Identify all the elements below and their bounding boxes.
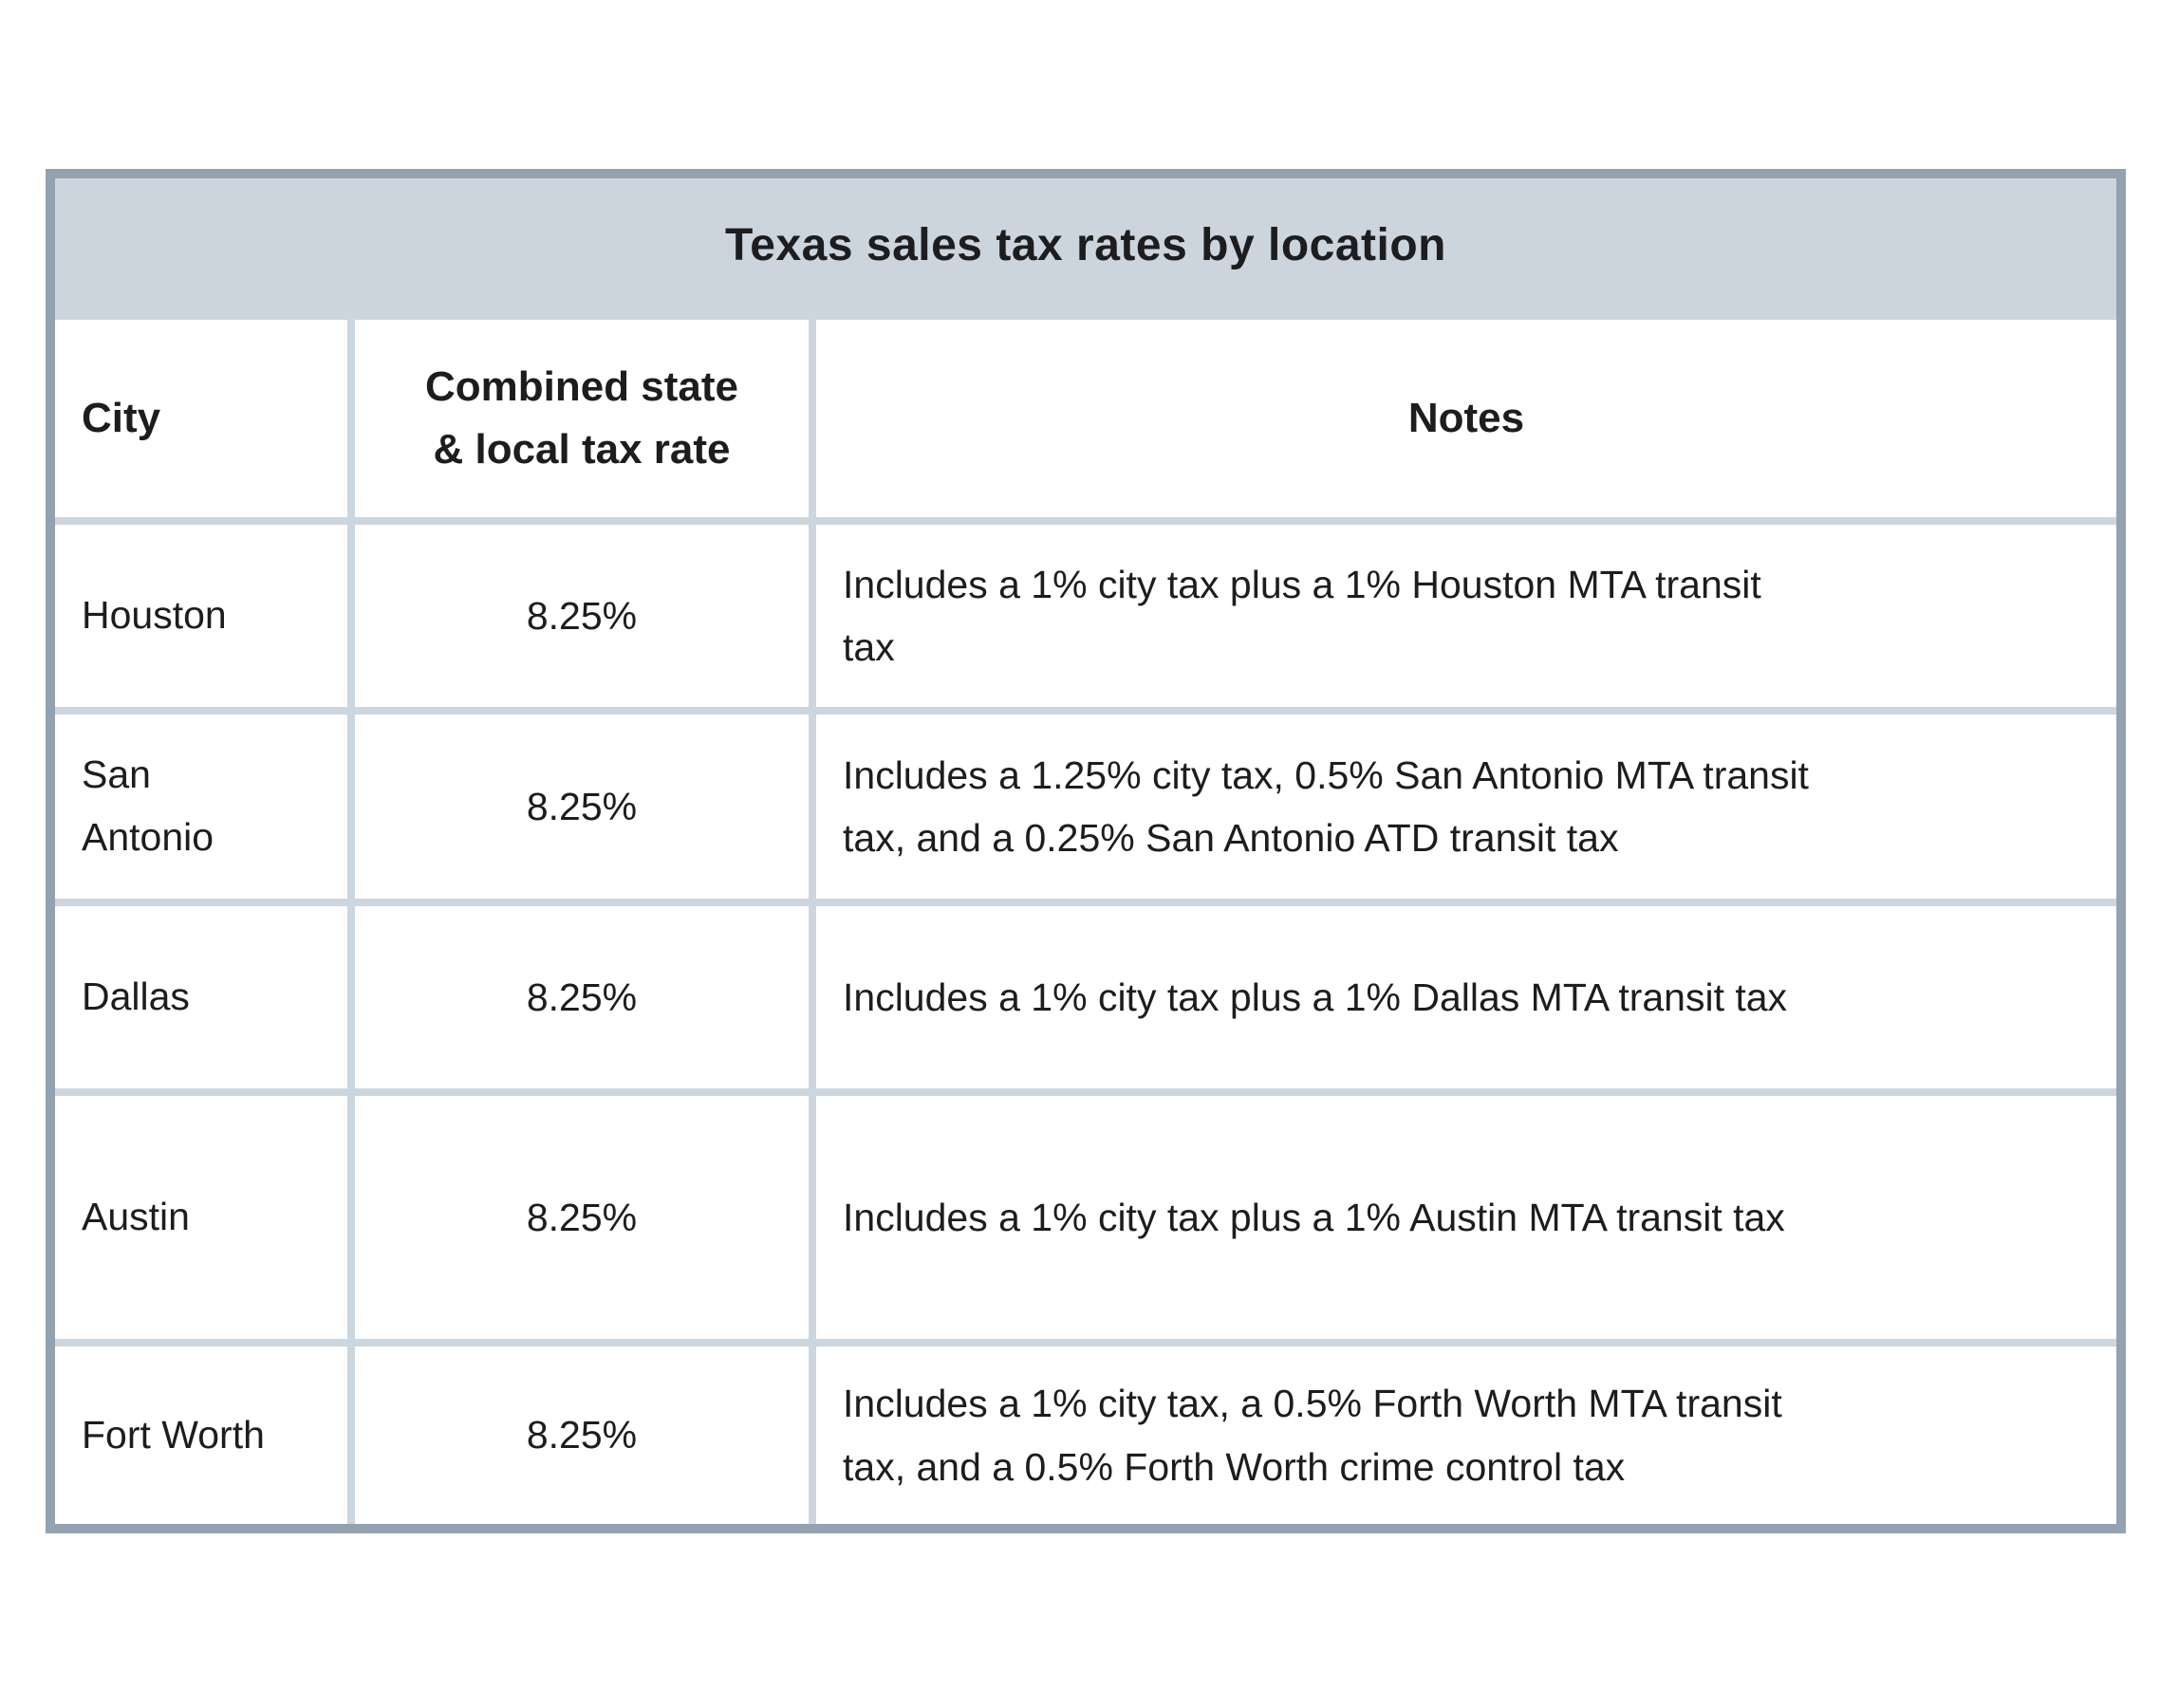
notes-cell: Includes a 1% city tax plus a 1% Dallas … xyxy=(809,899,2125,1096)
table-row: Fort Worth 8.25% Includes a 1% city tax,… xyxy=(47,1339,2125,1532)
rate-cell: 8.25% xyxy=(347,707,816,906)
table-row: Austin 8.25% Includes a 1% city tax plus… xyxy=(47,1088,2125,1346)
notes-cell: Includes a 1% city tax plus a 1% Houston… xyxy=(809,517,2125,715)
rate-cell: 8.25% xyxy=(347,1339,816,1532)
rate-cell: 8.25% xyxy=(347,899,816,1096)
notes-cell: Includes a 1% city tax, a 0.5% Forth Wor… xyxy=(809,1339,2125,1532)
city-cell: Dallas xyxy=(47,899,355,1096)
header-notes: Notes xyxy=(809,312,2125,525)
table-row: Dallas 8.25% Includes a 1% city tax plus… xyxy=(47,899,2125,1096)
table-row: San Antonio 8.25% Includes a 1.25% city … xyxy=(47,707,2125,906)
header-tax-rate: Combined state & local tax rate xyxy=(347,312,816,525)
table-title-row: Texas sales tax rates by location xyxy=(47,170,2125,320)
rate-cell: 8.25% xyxy=(347,1088,816,1346)
table-title: Texas sales tax rates by location xyxy=(47,170,2125,320)
table-row: Houston 8.25% Includes a 1% city tax plu… xyxy=(47,517,2125,715)
header-row: City Combined state & local tax rate Not… xyxy=(47,312,2125,525)
city-cell: Houston xyxy=(47,517,355,715)
city-cell: Fort Worth xyxy=(47,1339,355,1532)
tax-rates-table: Texas sales tax rates by location City C… xyxy=(46,169,2126,1533)
city-cell: San Antonio xyxy=(47,707,355,906)
city-cell: Austin xyxy=(47,1088,355,1346)
rate-cell: 8.25% xyxy=(347,517,816,715)
notes-cell: Includes a 1% city tax plus a 1% Austin … xyxy=(809,1088,2125,1346)
notes-cell: Includes a 1.25% city tax, 0.5% San Anto… xyxy=(809,707,2125,906)
header-city: City xyxy=(47,312,355,525)
